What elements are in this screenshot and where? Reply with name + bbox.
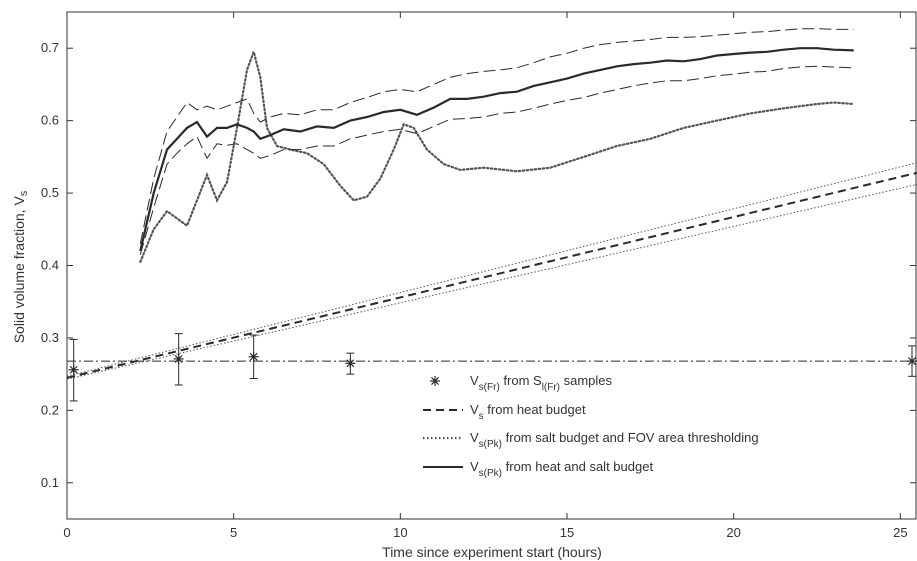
heat-salt-line xyxy=(139,47,854,252)
salt-fov-line xyxy=(139,48,855,263)
y-tick-label: 0.1 xyxy=(41,475,59,490)
legend-label-part: V xyxy=(470,459,479,474)
legend-label-sub: s(Fr) xyxy=(479,382,500,393)
y-tick-label: 0.4 xyxy=(41,258,59,273)
legend-label-part: V xyxy=(470,373,479,388)
heat-salt-envelope-upper xyxy=(139,28,854,244)
legend-label-sub: s xyxy=(479,411,484,422)
legend-label-part: from heat and salt budget xyxy=(502,459,653,474)
y-tick-label: 0.6 xyxy=(41,113,59,128)
y-axis-label: Solid volume fraction, Vs xyxy=(11,190,30,343)
legend-label: Vs(Pk) from heat and salt budget xyxy=(470,459,653,479)
legend-label-sub: l(Fr) xyxy=(542,382,560,393)
legend-label-part: V xyxy=(470,402,479,417)
sample-point xyxy=(173,353,184,364)
heat-budget-envelope-upper xyxy=(66,162,917,377)
legend-label-part: from salt budget and FOV area thresholdi… xyxy=(502,430,759,445)
x-tick-label: 20 xyxy=(726,525,740,540)
legend-label: Vs(Pk) from salt budget and FOV area thr… xyxy=(470,430,759,450)
sample-point-stroke xyxy=(174,354,183,363)
legend-marker-asterisk xyxy=(430,376,440,386)
legend-label-part: S xyxy=(533,373,542,388)
y-tick-label: 0.3 xyxy=(41,330,59,345)
sample-point-stroke xyxy=(908,357,916,366)
x-tick-label: 15 xyxy=(560,525,574,540)
axes: 0 5 10 15 20 25 0.1 0.2 0.3 0.4 0.5 0.6 0.7 xyxy=(41,11,917,540)
legend-label: Vs from heat budget xyxy=(470,402,586,422)
legend-label-part: from heat budget xyxy=(484,402,586,417)
x-tick-label: 5 xyxy=(230,525,237,540)
sample-point-stroke xyxy=(346,359,355,368)
sample-point xyxy=(248,351,259,362)
y-tick-label: 0.2 xyxy=(41,402,59,417)
legend-label: Vs(Fr) from Sl(Fr) samples xyxy=(470,373,613,393)
legend-label-sub: s(Pk) xyxy=(479,468,502,479)
sample-point-stroke xyxy=(249,352,258,361)
y-tick-label: 0.7 xyxy=(41,40,59,55)
y-axis-label-sub: s xyxy=(18,190,30,196)
sample-point xyxy=(907,356,917,367)
x-tick-label: 0 xyxy=(63,525,70,540)
legend-label-part: samples xyxy=(560,373,613,388)
sample-point xyxy=(345,358,356,369)
heat-budget-line xyxy=(66,171,917,379)
sample-point xyxy=(68,364,79,375)
legend-label-part: V xyxy=(470,430,479,445)
legend-marker-stroke xyxy=(431,377,439,385)
legend-label-part: from xyxy=(500,373,533,388)
y-tick-label: 0.5 xyxy=(41,185,59,200)
x-tick-label: 10 xyxy=(393,525,407,540)
x-tick-label: 25 xyxy=(893,525,907,540)
plot-series xyxy=(66,28,917,402)
heat-budget-envelope-lower xyxy=(66,183,917,380)
sample-point-stroke xyxy=(69,365,78,374)
y-axis-label-main: Solid volume fraction, V xyxy=(11,196,27,344)
x-axis-label: Time since experiment start (hours) xyxy=(382,544,602,560)
legend-label-sub: s(Pk) xyxy=(479,439,502,450)
